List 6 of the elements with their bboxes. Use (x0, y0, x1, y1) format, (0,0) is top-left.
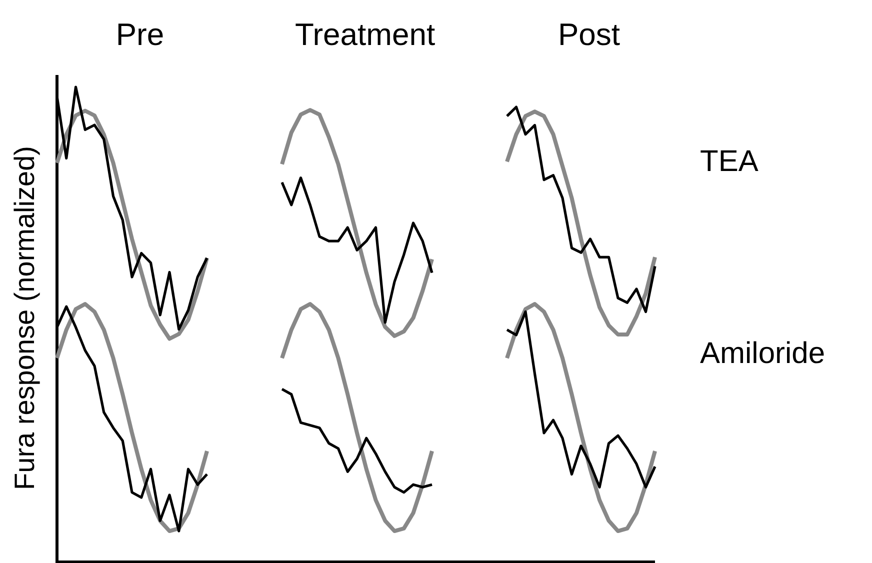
chart-title: Treatment (294, 17, 436, 52)
text: Amiloride (700, 337, 826, 370)
y-axis-title: Fura response (normalized) (9, 146, 40, 490)
chart-title: Pre (116, 17, 164, 52)
chart-title: Post (558, 17, 620, 52)
text: TEA (700, 145, 758, 178)
